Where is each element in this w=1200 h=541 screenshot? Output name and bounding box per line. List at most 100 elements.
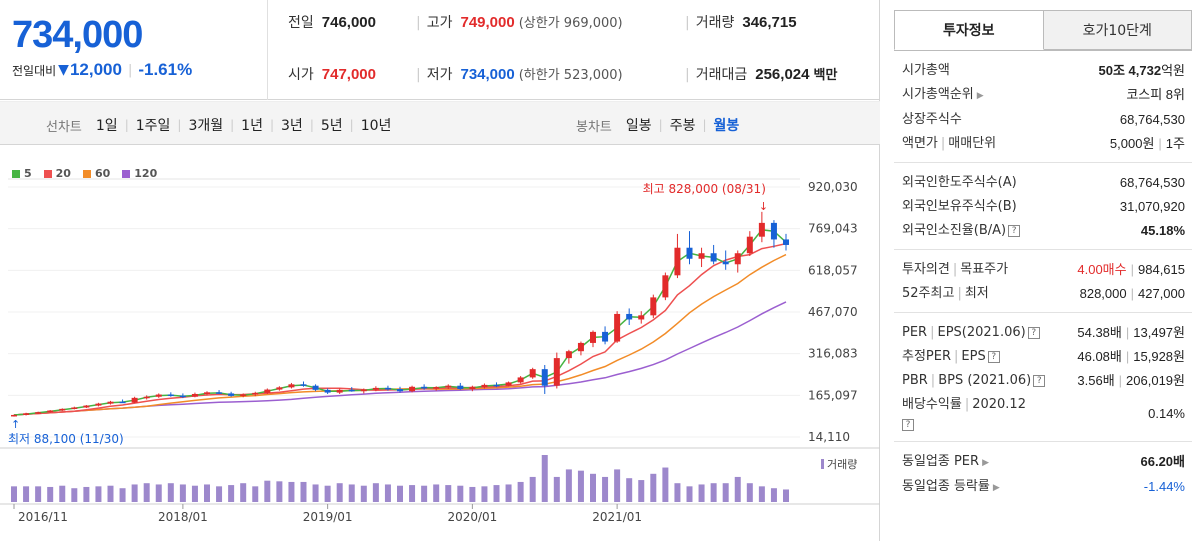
volume-bar [650,473,657,502]
volume: | 거래량 346,715 [685,14,797,31]
help-icon[interactable]: ? [987,350,1000,363]
opinion-section: 투자의견 | 목표주가 4.00매수 | 984,615 52주최고 | 최저 828,00… [894,250,1192,313]
volume-bar [143,483,150,502]
volume-bar [674,483,681,502]
candle-body [336,389,343,393]
volume-bar [71,488,78,502]
volume-bar [698,484,705,502]
shares-row: 상장주식수 68,764,530 [902,112,1185,127]
candlestick-chart[interactable]: 920,030 769,043 618,057 467,070 316,083 165,0… [0,155,880,541]
candle-body [360,389,367,392]
valuation-section: PER | EPS(2021.06)? 54.38배 | 13,497원 추정PER | E… [894,313,1192,442]
cap-rank-row: 시가총액순위 ▶ 코스피 8위 [902,87,1185,102]
legend-item: 5 [12,167,32,180]
help-icon[interactable]: ? [1033,374,1046,387]
candle-body [155,394,162,397]
candle-body [565,351,572,359]
market-cap-section: 시가총액 50조 4,732억원 시가총액순위 ▶ 코스피 8위 상장주식수 68… [894,51,1192,163]
tab-investment-info[interactable]: 투자정보 [894,10,1044,50]
candle-body [686,247,693,259]
help-icon[interactable]: ? [902,418,914,431]
volume-bar [179,484,186,502]
x-tick-label: 2020/01 [447,510,497,524]
line-period-button-6[interactable]: 10년 [360,118,392,134]
volume-bar [505,484,512,502]
candle-body [770,222,777,240]
divider: | [124,118,129,132]
prev-close: 전일 746,000 [288,14,376,31]
candle-body [300,384,307,386]
chevron-right-icon: ▶ [976,91,984,101]
help-icon[interactable]: ? [1008,224,1021,237]
candle-body [614,313,621,342]
line-period-list: 1일 | 1주일 | 3개월 | 1년 | 3년 | 5년 | 10년 [96,115,392,135]
x-tick-label: 2018/01 [158,510,208,524]
volume-bar [541,455,548,502]
line-period-button-1[interactable]: 1주일 [135,118,171,134]
volume-bar [577,470,584,502]
stock-chart[interactable]: 5 20 60 120 920,030 769,043 618,057 467,070 316… [0,155,880,541]
candle-body [722,261,729,265]
candle-body [216,392,223,394]
price-box: 734,000 전일대비 ▼ 12,000 | -1.61% [0,0,268,100]
opinion-row: 투자의견 | 목표주가 4.00매수 | 984,615 [902,262,1185,277]
candle-body [734,253,741,265]
volume-bar [312,484,319,502]
dividend-row: 배당수익률 | 2020.12? 0.14% [902,397,1185,431]
volume-bar [553,476,560,502]
candle-body [11,414,17,417]
line-period-button-2[interactable]: 3개월 [188,118,224,134]
volume-bar [662,467,669,502]
y-tick-label: 165,097 [808,388,858,402]
candle-body [469,387,476,390]
candle-body [541,369,548,386]
volume-bar [228,485,235,502]
candle-body [288,384,295,388]
candle-body [143,396,150,399]
candle-period-button-2[interactable]: 월봉 [713,118,740,134]
change-label: 전일대비 [12,63,57,78]
line-period-button-3[interactable]: 1년 [241,118,263,134]
line-period-button-4[interactable]: 3년 [281,118,303,134]
industry-per-row: 동일업종 PER ▶ 66.20배 [902,454,1185,469]
foreign-section: 외국인한도주식수(A) 68,764,530 외국인보유주식수(B) 31,07… [894,163,1192,250]
volume-bar [131,484,138,502]
candle-body [276,387,283,390]
legend-label: 20 [55,167,71,180]
low-price: | 저가 734,000 (하한가 523,000) [416,66,623,83]
y-tick-label: 769,043 [808,222,858,236]
current-price: 734,000 [12,14,143,56]
volume-bar [783,489,789,502]
line-period-button-0[interactable]: 1일 [95,118,118,134]
tab-order-book[interactable]: 호가10단계 [1043,10,1192,50]
volume-bar [517,481,524,502]
volume-bar [288,481,295,502]
line-chart-label: 선차트 [46,119,82,135]
candle-period-button-1[interactable]: 주봉 [669,118,696,134]
candle-body [228,393,235,396]
candle-body [167,394,174,397]
volume-bar [397,485,403,502]
volume-bar [252,486,259,502]
volume-bar [95,486,102,502]
volume-bar [481,486,488,502]
help-icon[interactable]: ? [1027,326,1040,339]
candle-body [529,369,536,378]
volume-bar [626,478,633,502]
candle-body [409,386,416,392]
line-period-button-5[interactable]: 5년 [320,118,343,134]
pbr-row: PBR | BPS (2021.06)? 3.56배 | 206,019원 [902,373,1185,388]
candle-body [433,387,440,389]
volume-bar [734,476,741,502]
candle-period-button-0[interactable]: 일봉 [625,118,652,134]
volume-bar [614,469,621,502]
candle-body [348,389,355,392]
volume-bar [11,486,17,502]
legend-item: 20 [43,167,71,180]
change-amount: 12,000 [69,60,122,79]
volume-bar [83,486,90,502]
volume-bar [107,485,114,502]
candle-body [674,247,681,276]
candle-body [23,413,30,415]
legend-swatch [12,169,20,178]
